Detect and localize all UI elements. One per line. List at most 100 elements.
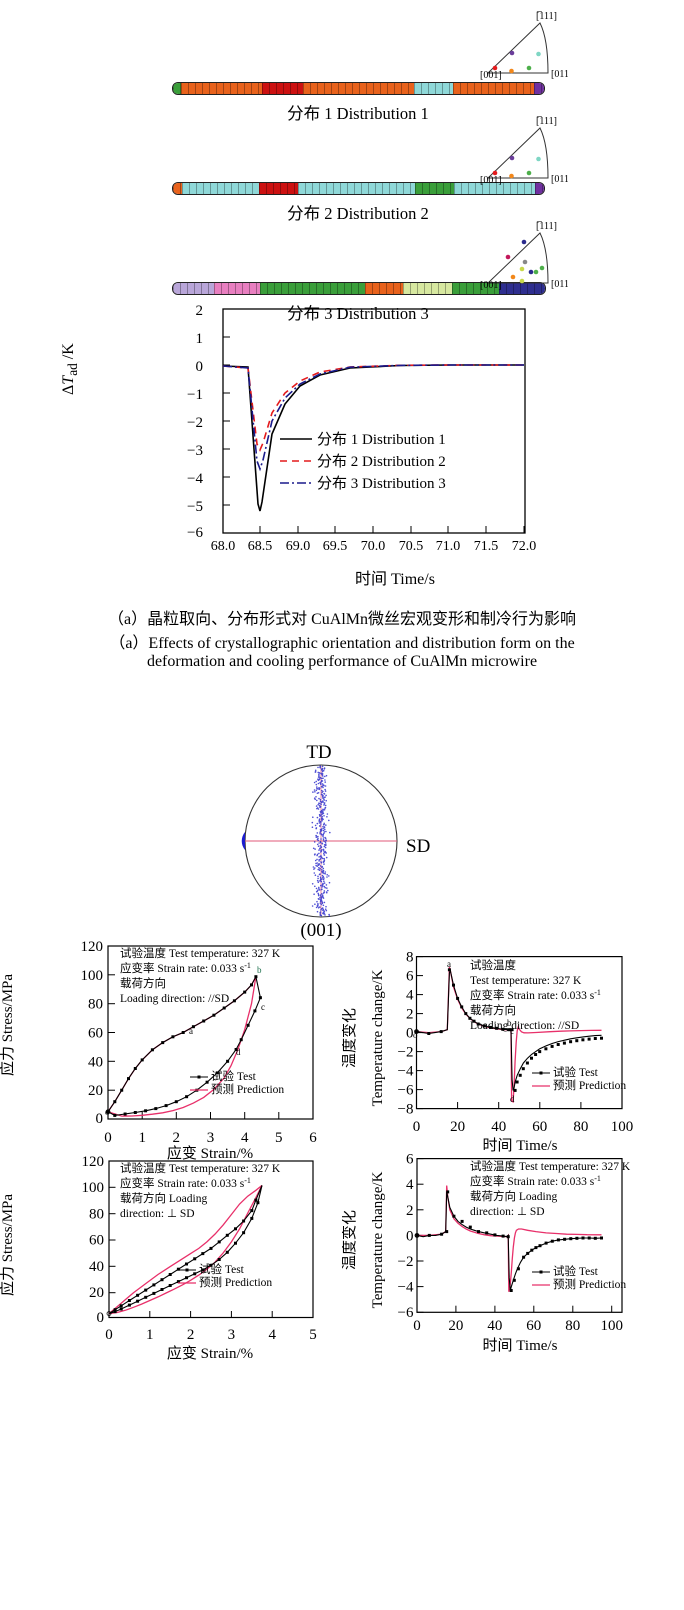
svg-text:60: 60 [89, 1233, 104, 1249]
svg-text:分布 3 Distribution 3: 分布 3 Distribution 3 [317, 475, 446, 492]
svg-text:72.0: 72.0 [512, 539, 537, 554]
svg-text:应变率 Strain rate: 0.033 s-1: 应变率 Strain rate: 0.033 s-1 [470, 988, 601, 1002]
svg-text:0: 0 [104, 1130, 112, 1146]
svg-text:d: d [510, 1094, 515, 1104]
svg-text:−4: −4 [398, 1064, 414, 1080]
svg-text:68.5: 68.5 [248, 539, 273, 554]
svg-text:60: 60 [526, 1318, 541, 1334]
svg-text:试验温度 Test temperature: 327 K: 试验温度 Test temperature: 327 K [120, 946, 281, 960]
svg-text:1: 1 [138, 1130, 146, 1146]
svg-text:20: 20 [448, 1318, 463, 1334]
svg-text:[̅111]: [̅111] [536, 116, 557, 127]
svg-text:−2: −2 [187, 415, 203, 431]
svg-text:b: b [257, 965, 262, 975]
svg-text:预测 Prediction: 预测 Prediction [553, 1278, 626, 1291]
svg-text:载荷方向 Loading: 载荷方向 Loading [470, 1189, 557, 1203]
svg-text:120: 120 [81, 939, 104, 955]
svg-text:预测 Prediction: 预测 Prediction [199, 1276, 272, 1289]
svg-text:应变 Strain/%: 应变 Strain/% [167, 1344, 253, 1362]
svg-text:0: 0 [406, 1228, 414, 1244]
svg-text:6: 6 [406, 1152, 414, 1168]
svg-text:Temperature change/K: Temperature change/K [370, 1171, 386, 1308]
svg-text:1: 1 [196, 331, 204, 347]
svg-text:−4: −4 [187, 471, 203, 487]
svg-text:[011]: [011] [551, 279, 568, 290]
svg-text:试验温度: 试验温度 [470, 958, 516, 972]
svg-text:80: 80 [88, 997, 103, 1013]
svg-text:5: 5 [309, 1327, 317, 1343]
svg-text:80: 80 [565, 1318, 580, 1334]
svg-text:Temperature change/K: Temperature change/K [370, 969, 386, 1106]
svg-text:0: 0 [105, 1327, 113, 1343]
svg-text:68.0: 68.0 [211, 539, 236, 554]
svg-text:69.0: 69.0 [286, 539, 311, 554]
svg-text:试验温度 Test temperature: 327 K: 试验温度 Test temperature: 327 K [120, 1161, 281, 1175]
svg-text:6: 6 [309, 1130, 317, 1146]
svg-text:o: o [413, 1030, 418, 1040]
svg-text:−2: −2 [398, 1045, 414, 1061]
svg-text:[̅111]: [̅111] [536, 11, 557, 22]
svg-text:40: 40 [491, 1119, 506, 1135]
svg-text:8: 8 [406, 950, 414, 966]
svg-text:4: 4 [268, 1327, 276, 1343]
svg-text:c: c [261, 1002, 265, 1012]
svg-text:2: 2 [406, 1203, 414, 1219]
svg-text:4: 4 [406, 988, 414, 1004]
svg-text:80: 80 [89, 1206, 104, 1222]
svg-text:应变率 Strain rate: 0.033 s-1: 应变率 Strain rate: 0.033 s-1 [120, 1176, 251, 1190]
svg-text:70.0: 70.0 [361, 539, 386, 554]
svg-text:载荷方向: 载荷方向 [470, 1003, 516, 1017]
svg-text:0: 0 [196, 359, 204, 375]
svg-text:70.5: 70.5 [399, 539, 424, 554]
svg-text:100: 100 [81, 968, 104, 984]
svg-text:试验 Test: 试验 Test [553, 1065, 599, 1079]
svg-text:0: 0 [413, 1119, 421, 1135]
svg-text:60: 60 [88, 1026, 103, 1042]
svg-text:120: 120 [82, 1154, 105, 1170]
svg-text:20: 20 [450, 1119, 465, 1135]
svg-text:2: 2 [187, 1327, 195, 1343]
svg-text:4: 4 [406, 1177, 414, 1193]
svg-text:a: a [447, 959, 451, 969]
svg-text:[011]: [011] [551, 69, 568, 80]
svg-text:−6: −6 [187, 525, 203, 541]
svg-text:71.5: 71.5 [474, 539, 499, 554]
svg-text:100: 100 [600, 1318, 623, 1334]
svg-text:69.5: 69.5 [323, 539, 348, 554]
svg-text:2: 2 [196, 303, 204, 319]
svg-text:−3: −3 [187, 443, 203, 459]
svg-text:载荷方向: 载荷方向 [120, 976, 166, 990]
svg-text:试验 Test: 试验 Test [199, 1262, 245, 1276]
svg-text:−2: −2 [398, 1254, 414, 1270]
svg-text:应力 Stress/MPa: 应力 Stress/MPa [0, 1194, 16, 1296]
svg-text:温度变化: 温度变化 [342, 1210, 358, 1270]
svg-text:71.0: 71.0 [436, 539, 461, 554]
svg-text:80: 80 [573, 1119, 588, 1135]
svg-text:预测 Prediction: 预测 Prediction [553, 1079, 626, 1092]
svg-text:[001]: [001] [480, 70, 502, 80]
svg-text:Loading direction: //SD: Loading direction: //SD [470, 1020, 579, 1032]
svg-text:[001]: [001] [480, 175, 502, 185]
svg-text:分布 1 Distribution 1: 分布 1 Distribution 1 [317, 431, 446, 448]
svg-text:5: 5 [275, 1130, 283, 1146]
svg-text:direction: ⊥ SD: direction: ⊥ SD [470, 1206, 545, 1218]
svg-text:6: 6 [406, 969, 414, 985]
svg-text:TD: TD [306, 742, 331, 763]
svg-text:60: 60 [532, 1119, 547, 1135]
svg-text:o: o [105, 1107, 110, 1117]
svg-text:40: 40 [487, 1318, 502, 1334]
svg-text:3: 3 [207, 1130, 215, 1146]
svg-text:40: 40 [88, 1054, 103, 1070]
svg-text:0: 0 [96, 1111, 104, 1127]
svg-text:分布 2 Distribution 2: 分布 2 Distribution 2 [317, 453, 446, 470]
svg-text:试验 Test: 试验 Test [553, 1264, 599, 1278]
svg-text:a: a [189, 1026, 193, 1036]
svg-text:应力 Stress/MPa: 应力 Stress/MPa [0, 974, 16, 1076]
svg-text:预测 Prediction: 预测 Prediction [211, 1083, 284, 1096]
svg-text:4: 4 [241, 1130, 249, 1146]
svg-text:−4: −4 [398, 1280, 414, 1296]
svg-text:40: 40 [89, 1259, 104, 1275]
svg-text:SD: SD [406, 836, 430, 857]
svg-text:direction: ⊥ SD: direction: ⊥ SD [120, 1208, 195, 1220]
svg-text:−6: −6 [398, 1305, 414, 1321]
